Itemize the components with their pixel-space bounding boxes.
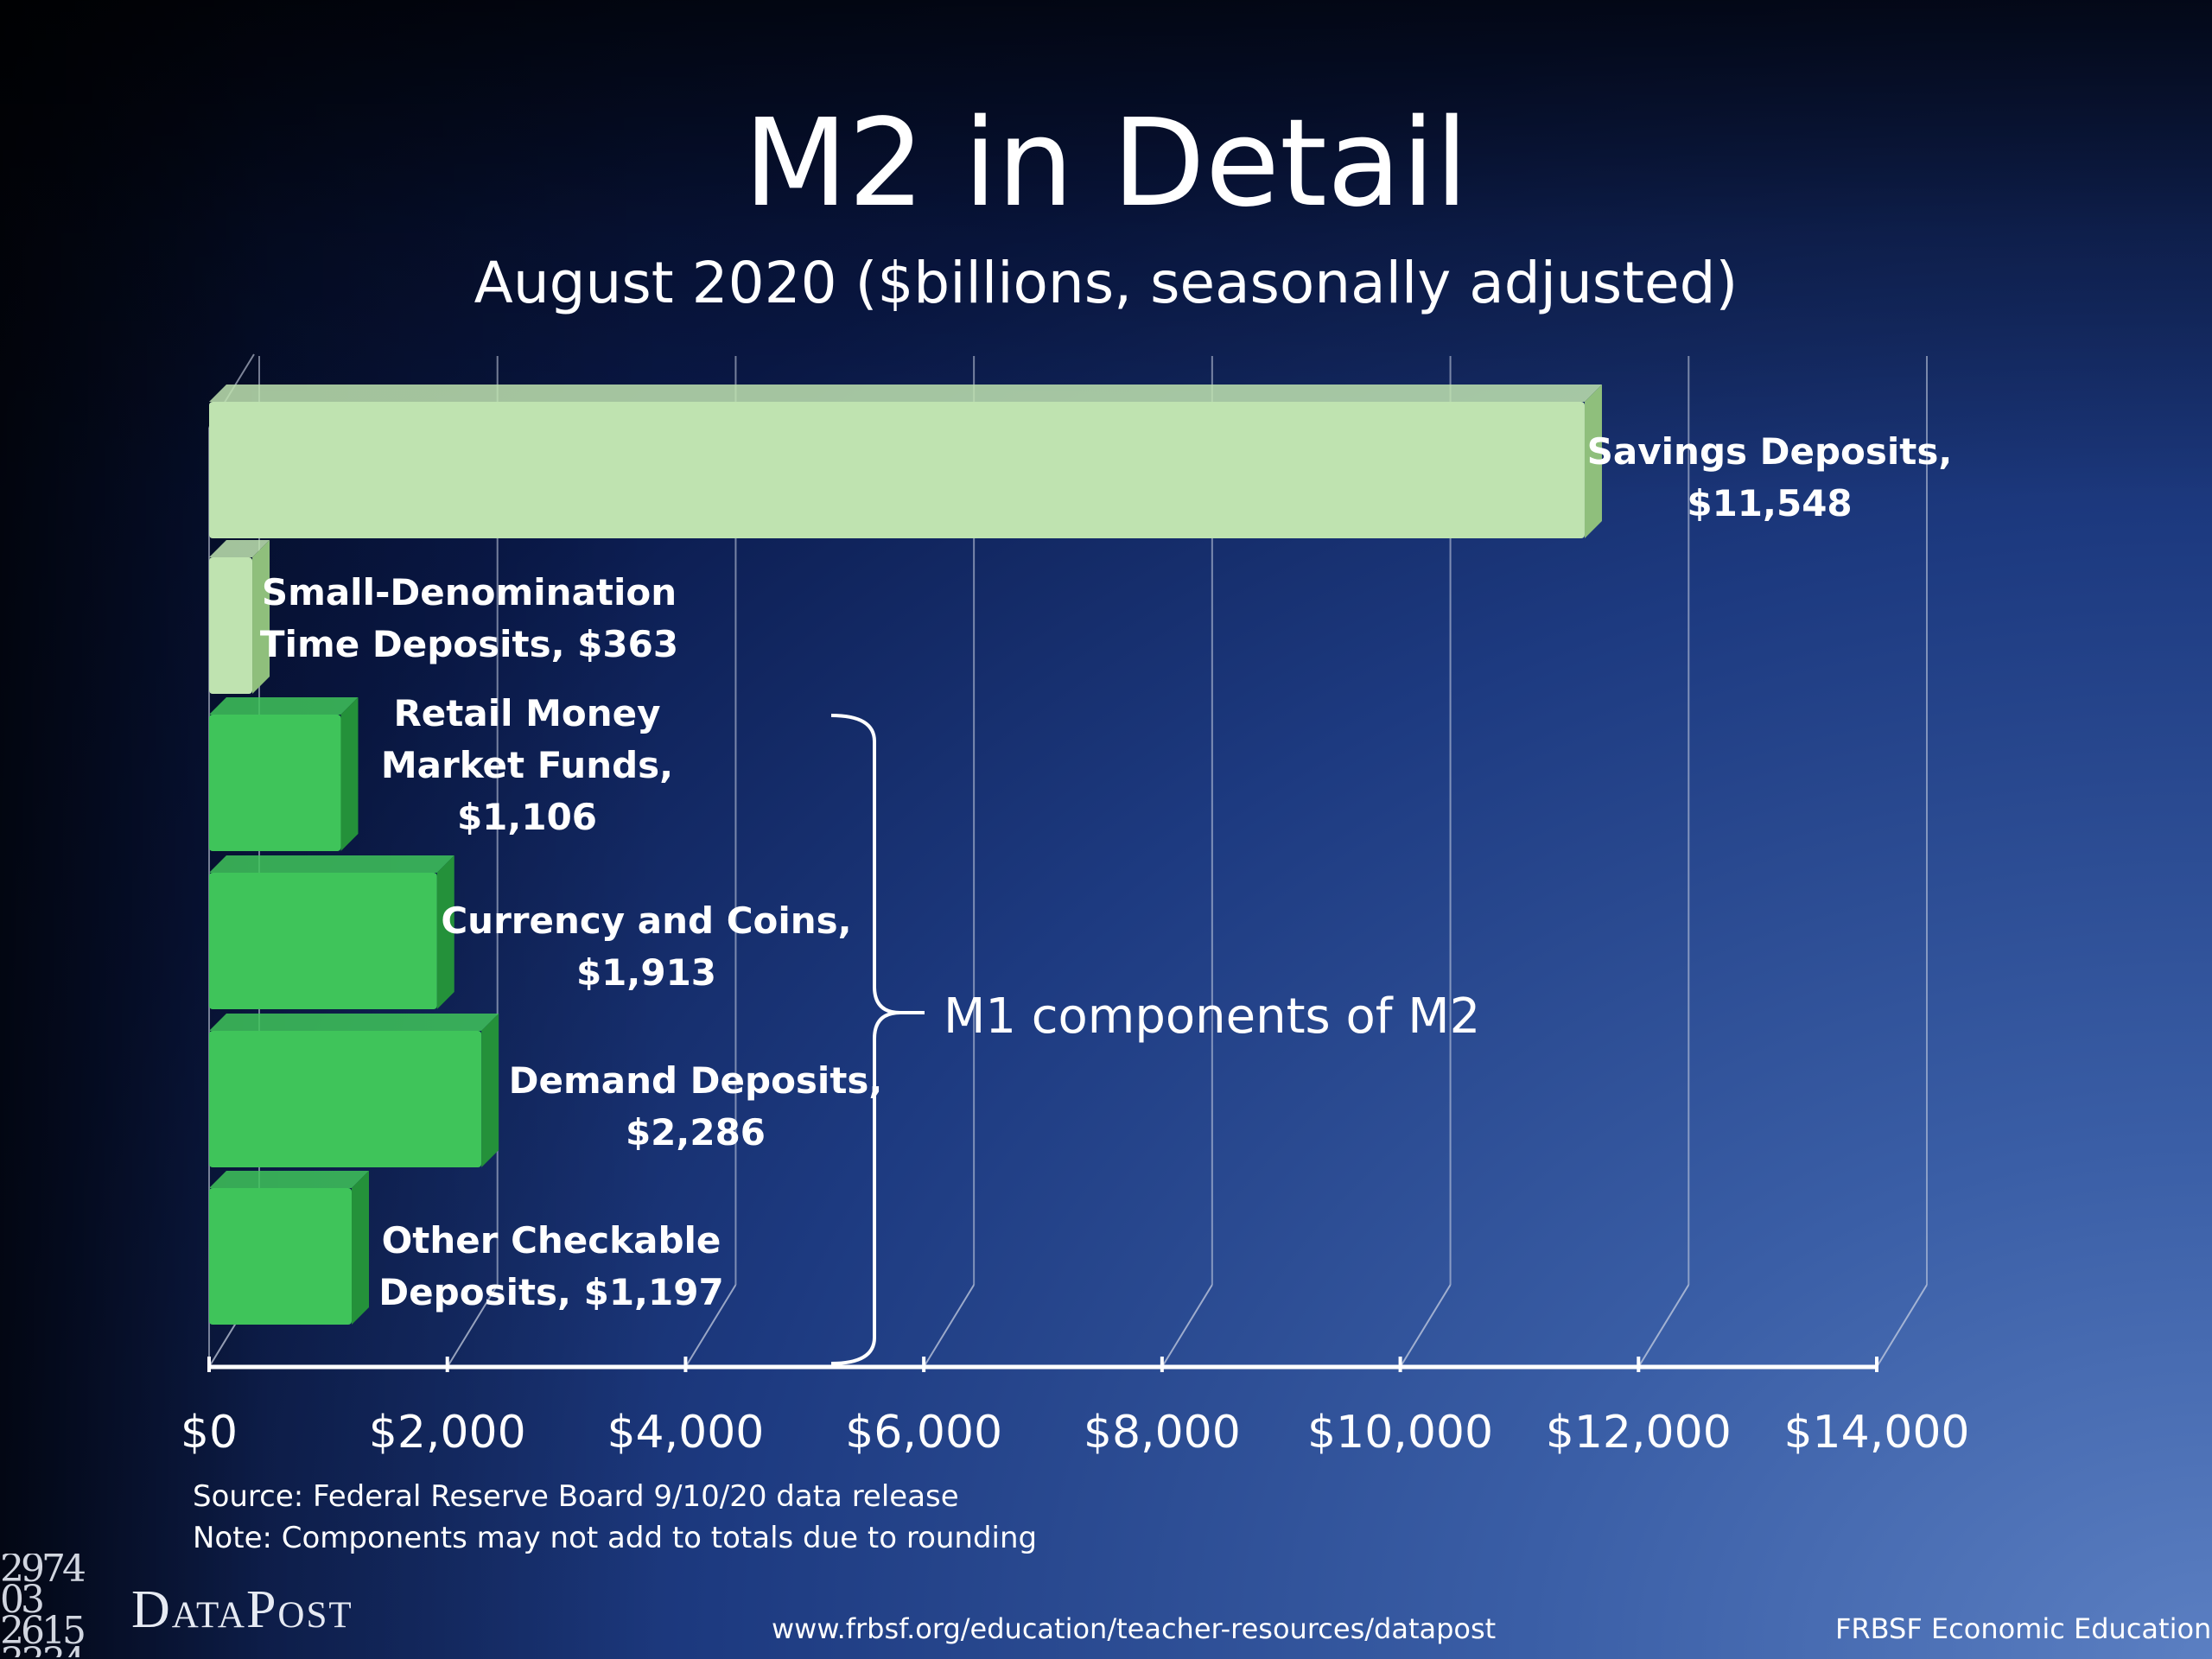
bar-side <box>352 1171 370 1325</box>
m1-annotation: M1 components of M2 <box>944 988 1480 1045</box>
bar-label-line: Other Checkable <box>382 1219 721 1262</box>
bar-label: Savings Deposits, $11,548 <box>1587 430 1953 524</box>
bar-label: Demand Deposits, $2,286 <box>509 1059 883 1154</box>
bar <box>209 557 253 694</box>
bar-label: Other Checkable Deposits, $1,197 <box>378 1219 723 1313</box>
bar-label-line: Retail Money <box>393 692 660 734</box>
bar-label: Small-Denomination Time Deposits, $363 <box>260 571 678 665</box>
footer-org: FRBSF Economic Education <box>1835 1612 2212 1645</box>
bar-label-line: Market Funds, <box>381 744 673 786</box>
m1-brace <box>830 714 901 1365</box>
bar-top <box>209 540 270 557</box>
bar-label-line: Deposits, $1,197 <box>378 1271 723 1313</box>
bar-label: Retail Money Market Funds, $1,106 <box>381 692 673 838</box>
bar-label-line: $2,286 <box>626 1111 766 1154</box>
gridline-diag <box>1637 1284 1690 1368</box>
x-tick-label: $14,000 <box>1783 1407 1969 1459</box>
bar-label-line: $1,913 <box>576 951 716 994</box>
bar-top <box>209 1014 499 1031</box>
gridline-diag <box>1399 1284 1452 1368</box>
datapost-logo: 2974 03 2615 3334 2312 DataPost <box>0 1554 406 1657</box>
bar-side <box>481 1014 499 1167</box>
bar-label-line: Demand Deposits, <box>509 1059 883 1102</box>
bar-label-line: $1,106 <box>457 796 597 838</box>
x-tick-label: $2,000 <box>369 1407 526 1459</box>
x-tick-label: $10,000 <box>1307 1407 1493 1459</box>
logo-text: DataPost <box>131 1580 353 1639</box>
bar-label-line: Savings Deposits, <box>1587 430 1953 473</box>
gridline-diag <box>446 1284 499 1368</box>
bar <box>209 1188 353 1325</box>
gridline-diag <box>684 1284 737 1368</box>
bar-side <box>252 540 270 694</box>
bar-top <box>209 1171 370 1188</box>
bar-label-line: Currency and Coins, <box>441 899 851 942</box>
bar <box>209 1031 482 1167</box>
chart-subtitle: August 2020 ($billions, seasonally adjus… <box>474 250 1738 316</box>
bar-top <box>209 855 454 873</box>
bar-side <box>1584 385 1602 538</box>
x-tick-label: $0 <box>181 1407 238 1459</box>
bar-side <box>340 697 359 851</box>
x-tick-label: $4,000 <box>607 1407 764 1459</box>
bar-top <box>209 385 1602 402</box>
gridline-diag <box>923 1284 975 1368</box>
logo-digits: 2974 03 2615 3334 2312 <box>0 1554 86 1657</box>
bar-label: Currency and Coins, $1,913 <box>441 899 851 994</box>
source-note: Source: Federal Reserve Board 9/10/20 da… <box>193 1479 959 1514</box>
chart-title: M2 in Detail <box>743 93 1469 234</box>
gridline-diag <box>1876 1284 1928 1368</box>
bar-label-line: Time Deposits, $363 <box>260 623 678 665</box>
bar-side <box>436 855 454 1009</box>
x-tick-label: $12,000 <box>1546 1407 1732 1459</box>
x-tick-label: $6,000 <box>845 1407 1002 1459</box>
bar <box>209 402 1585 538</box>
bar-top <box>209 697 359 715</box>
bar <box>209 873 437 1009</box>
bar <box>209 715 341 851</box>
gridline-diag <box>1161 1284 1213 1368</box>
bar-label-line: $11,548 <box>1687 482 1852 524</box>
x-tick-label: $8,000 <box>1084 1407 1241 1459</box>
bar-label-line: Small-Denomination <box>262 571 677 613</box>
rounding-note: Note: Components may not add to totals d… <box>193 1521 1038 1555</box>
footer-url[interactable]: www.frbsf.org/education/teacher-resource… <box>772 1612 1497 1645</box>
